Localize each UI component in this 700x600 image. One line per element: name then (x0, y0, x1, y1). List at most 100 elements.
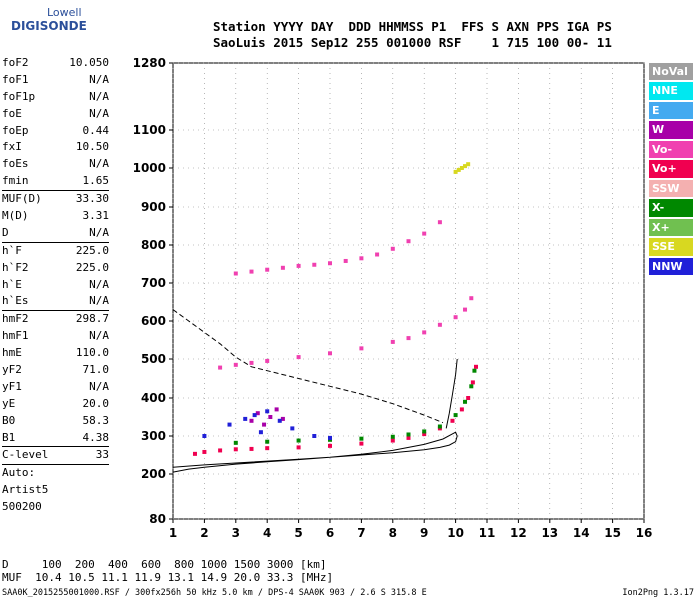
echo-point (296, 438, 301, 443)
x-tick-label: 16 (636, 526, 653, 540)
param-separator (2, 446, 109, 448)
echo-point (466, 396, 471, 400)
param-label: hmF1 (2, 329, 29, 343)
x-tick-label: 5 (294, 526, 302, 540)
autoscaling-text: Auto: (2, 466, 36, 480)
legend-item: NNE (649, 82, 693, 100)
echo-point (390, 246, 395, 251)
param-row: yF2 71.0 (2, 362, 109, 379)
param-value: 4.38 (82, 430, 110, 444)
echo-point (437, 220, 442, 225)
x-tick-label: 14 (573, 526, 590, 540)
x-tick-label: 4 (263, 526, 271, 540)
param-value: 225.0 (75, 260, 109, 274)
echo-point (359, 436, 364, 441)
param-value: N/A (89, 277, 109, 291)
echo-point (437, 322, 442, 327)
echo-point (262, 422, 267, 427)
param-label: B0 (2, 413, 16, 427)
param-row: foF2 10.050 (2, 55, 109, 72)
echo-point (474, 364, 479, 369)
param-row: h`Es N/A (2, 293, 109, 310)
echo-point (255, 411, 260, 416)
scaled-parameters-panel: foF2 10.050 foF1 N/A foF1p N/A foE N/A foEp 0.44 f… (2, 55, 109, 516)
param-value: N/A (89, 225, 109, 239)
plot-frame (172, 62, 645, 520)
param-label: fmin (2, 174, 29, 188)
param-separator (2, 190, 109, 192)
param-row: MUF(D) 33.30 (2, 191, 109, 208)
echo-point (459, 407, 464, 412)
version-label: Ion2Png 1.3.17 (622, 588, 694, 598)
param-label: h`F (2, 243, 22, 257)
param-value: 20.0 (82, 396, 110, 410)
param-value: N/A (89, 72, 109, 86)
echo-point (233, 440, 238, 445)
param-label: D (2, 225, 9, 239)
logo-line-1: Lowell (47, 6, 82, 19)
legend-item: E (649, 101, 693, 120)
y-tick-label: 400 (141, 391, 166, 405)
x-tick-label: 13 (541, 526, 558, 540)
param-value: 10.050 (69, 56, 109, 69)
polarization-legend: NoVal NNE E W Vo- Vo+ SSW X- X+ SSE NNW (649, 63, 693, 277)
param-label: yF1 (2, 379, 22, 393)
param-value: 298.7 (75, 312, 109, 326)
param-value: 0.44 (82, 123, 110, 137)
x-tick-label: 9 (420, 526, 428, 540)
echo-point (290, 426, 295, 431)
param-value: N/A (89, 329, 109, 343)
echo-point (265, 409, 270, 414)
param-value: 71.0 (82, 363, 110, 377)
echo-point (343, 258, 348, 263)
echo-point (249, 269, 254, 274)
param-separator (2, 464, 109, 466)
echo-point (265, 358, 270, 363)
echo-point (359, 256, 364, 261)
x-tick-label: 12 (510, 526, 527, 540)
param-value: 3.31 (82, 209, 110, 223)
x-tick-label: 2 (200, 526, 208, 540)
param-label: hmE (2, 346, 22, 360)
echo-point (249, 360, 254, 365)
echo-point (258, 430, 263, 435)
profile-curve (445, 358, 458, 429)
echo-point (453, 315, 458, 320)
param-row: yE 20.0 (2, 396, 109, 413)
x-tick-label: 15 (604, 526, 621, 540)
param-label: MUF(D) (2, 192, 42, 206)
echo-point (243, 416, 248, 421)
y-tick-label: 1000 (133, 161, 166, 175)
echo-point (472, 368, 477, 373)
echo-point (422, 432, 427, 437)
x-tick-label: 6 (326, 526, 334, 540)
file-info-line: SAA0K_2015255001000.RSF / 300fx256h 50 k… (2, 588, 427, 598)
echo-point (296, 445, 301, 450)
echo-point (466, 162, 471, 167)
param-row: hmE 110.0 (2, 345, 109, 362)
param-row: foE N/A (2, 106, 109, 123)
param-row: hmF1 N/A (2, 328, 109, 345)
echo-point (450, 418, 455, 423)
y-tick-label: 1100 (133, 123, 166, 137)
param-value: 1.65 (82, 174, 110, 188)
autoscaling-text: 500200 (2, 500, 42, 514)
param-value: 10.50 (75, 140, 109, 154)
y-tick-label: 600 (141, 314, 166, 328)
y-tick-label: 80 (149, 512, 166, 526)
param-value: N/A (89, 89, 109, 103)
param-label: yF2 (2, 363, 22, 377)
echo-point (265, 439, 270, 444)
echo-point (265, 267, 270, 272)
param-row: foEp 0.44 (2, 123, 109, 140)
echo-point (375, 252, 380, 257)
y-tick-label: 800 (141, 238, 166, 252)
header-column-titles: Station YYYY DAY DDD HHMMSS P1 FFS S AXN… (213, 19, 612, 34)
param-row: h`E N/A (2, 277, 109, 294)
param-label: foF1 (2, 72, 29, 86)
echo-point (233, 362, 238, 367)
x-tick-label: 7 (357, 526, 365, 540)
echo-point (463, 307, 468, 312)
y-tick-label: 1280 (133, 56, 166, 70)
echo-point (192, 451, 197, 456)
